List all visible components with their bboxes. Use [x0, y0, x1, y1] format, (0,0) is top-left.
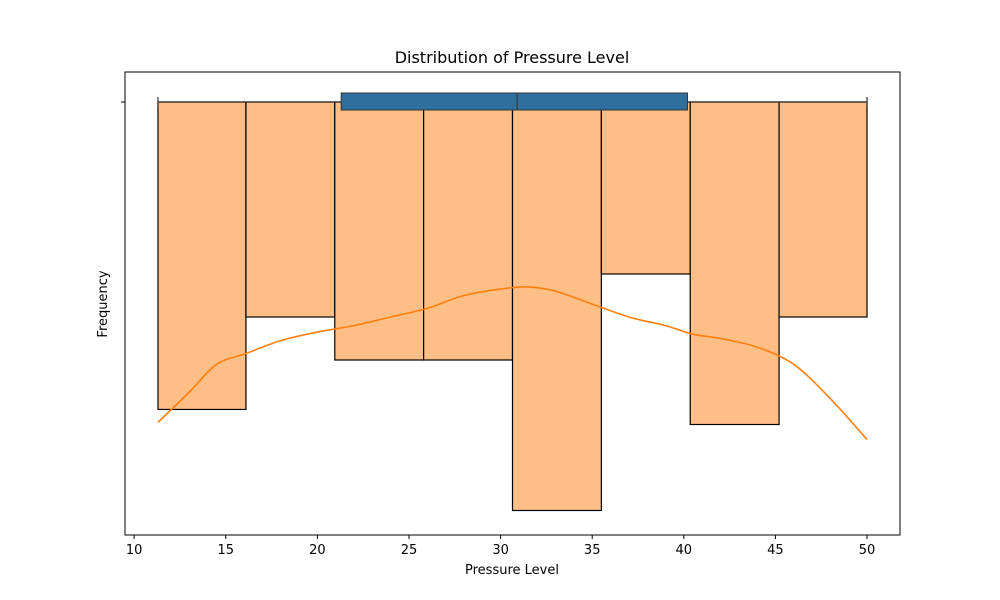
x-tick-label: 20 — [309, 543, 326, 558]
y-axis-label: Frequency — [96, 270, 111, 337]
x-tick-label: 25 — [401, 543, 418, 558]
x-tick-label: 30 — [492, 543, 509, 558]
x-tick-label: 10 — [126, 543, 143, 558]
kde-curve — [157, 286, 868, 441]
axes-frame — [124, 71, 901, 536]
plot-area: 10 15 20 25 30 35 40 45 50 — [121, 71, 901, 558]
histogram-bar — [600, 101, 691, 275]
histogram-bar — [511, 101, 602, 512]
chart-title: Distribution of Pressure Level — [395, 48, 630, 67]
x-tick-label: 35 — [584, 543, 601, 558]
x-tick-label: 45 — [767, 543, 784, 558]
x-tick-label: 15 — [217, 543, 234, 558]
histogram-bar — [423, 101, 514, 361]
histogram-bar — [245, 101, 336, 318]
histogram-bar — [334, 101, 425, 361]
x-tick-label: 50 — [859, 543, 876, 558]
x-tick-label: 40 — [676, 543, 693, 558]
histogram-bar — [778, 101, 868, 318]
boxplot-box — [340, 92, 688, 111]
histogram-bar — [157, 101, 247, 411]
histogram-bar — [689, 101, 780, 426]
x-axis-label: Pressure Level — [465, 563, 559, 578]
